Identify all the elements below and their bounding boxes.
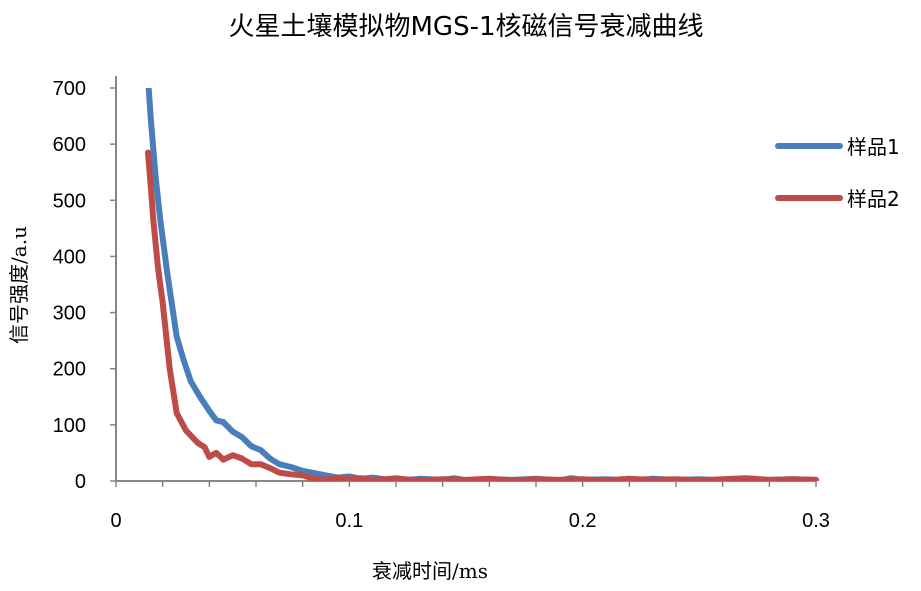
x-tick-label: 0.3	[802, 510, 830, 532]
y-tick-label: 100	[53, 415, 86, 437]
series-line-2	[145, 149, 819, 481]
x-tick-label: 0.1	[335, 510, 363, 532]
chart-title: 火星土壤模拟物MGS-1核磁信号衰减曲线	[228, 12, 703, 42]
y-tick-label: 400	[53, 246, 86, 268]
y-tick-label: 600	[53, 134, 86, 156]
y-tick-label: 200	[53, 359, 86, 381]
y-tick-label: 700	[53, 78, 86, 100]
x-axis-label: 衰减时间/ms	[372, 559, 488, 583]
legend-label-2: 样品2	[847, 187, 900, 211]
y-axis-label: 信号强度/a.u	[7, 226, 31, 344]
series-line-1	[145, 88, 819, 481]
y-tick-label: 500	[53, 190, 86, 212]
x-tick-label: 0.2	[569, 510, 597, 532]
x-tick-label: 0	[110, 510, 121, 532]
y-tick-label: 300	[53, 303, 86, 325]
y-tick-label: 0	[75, 471, 86, 493]
legend-label-1: 样品1	[847, 135, 900, 159]
